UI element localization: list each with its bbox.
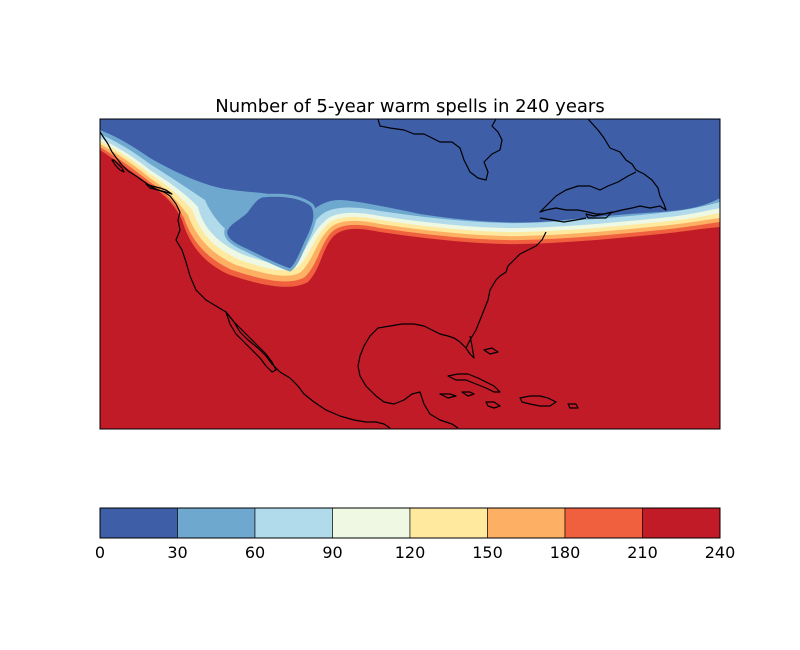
colorbar-swatch-3 xyxy=(332,507,411,539)
colorbar-ticks: 0 30 60 90 120 150 180 210 240 xyxy=(95,543,735,562)
colorbar-tick-label: 30 xyxy=(167,543,187,562)
colorbar-swatch-5 xyxy=(487,507,566,539)
colorbar-tick-label: 120 xyxy=(395,543,426,562)
colorbar xyxy=(99,507,721,539)
colorbar-tick-label: 240 xyxy=(705,543,736,562)
map-panel xyxy=(100,119,720,429)
colorbar-tick-label: 180 xyxy=(550,543,581,562)
colorbar-swatch-2 xyxy=(254,507,333,539)
colorbar-tick-label: 60 xyxy=(245,543,265,562)
map-frame xyxy=(99,118,721,430)
colorbar-tick-label: 150 xyxy=(472,543,503,562)
colorbar-tick-label: 90 xyxy=(322,543,342,562)
cold-region xyxy=(100,119,720,223)
cold-lobe xyxy=(224,193,317,272)
map-title: Number of 5-year warm spells in 240 year… xyxy=(215,96,604,117)
colorbar-swatch-4 xyxy=(409,507,488,539)
coastlines xyxy=(100,119,667,429)
colorbar-tick-label: 0 xyxy=(95,543,105,562)
colorbar-swatch-1 xyxy=(177,507,256,539)
colorbar-frame xyxy=(99,507,721,539)
colorbar-swatch-7 xyxy=(642,507,721,539)
colorbar-swatch-6 xyxy=(564,507,643,539)
colorbar-swatch-0 xyxy=(99,507,178,539)
colorbar-tick-label: 210 xyxy=(627,543,658,562)
